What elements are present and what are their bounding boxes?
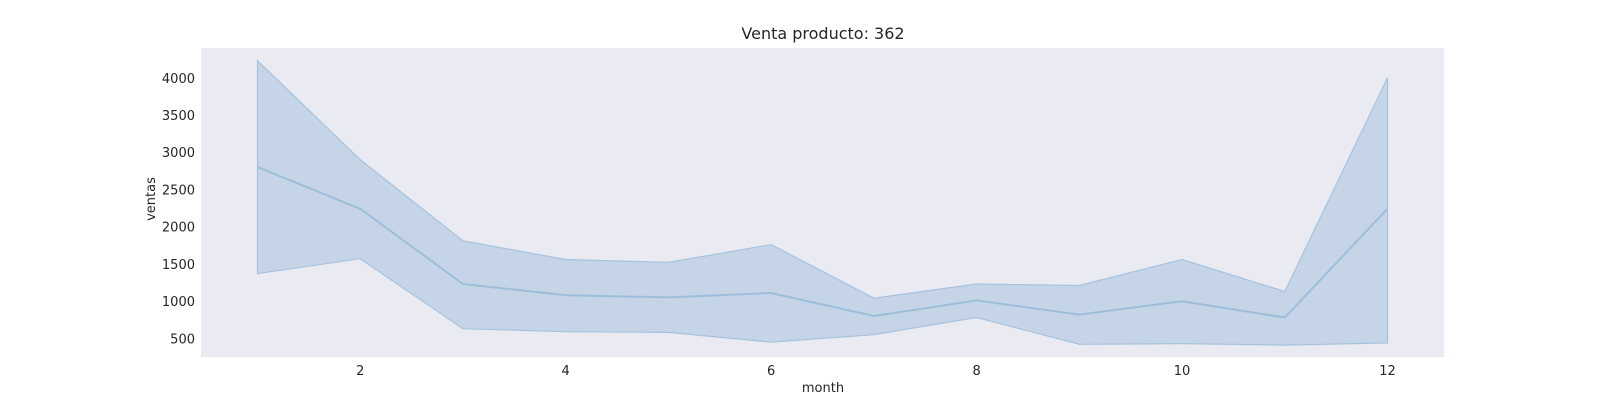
y-axis-ticks: 500 1000 1500 2000 2500 3000 3500 4000 — [162, 72, 195, 348]
y-tick-label: 2500 — [162, 183, 195, 198]
series-line — [257, 166, 1389, 319]
y-tick-label: 3000 — [162, 146, 195, 161]
x-tick-label: 8 — [972, 364, 980, 379]
x-axis-ticks: 2 4 6 8 10 12 — [356, 364, 1396, 379]
x-tick-label: 10 — [1174, 364, 1191, 379]
x-tick-label: 2 — [356, 364, 364, 379]
x-tick-label: 4 — [562, 364, 570, 379]
x-axis-label: month — [802, 381, 844, 396]
y-tick-label: 1500 — [162, 258, 195, 273]
y-tick-label: 500 — [170, 332, 195, 347]
y-tick-label: 3500 — [162, 109, 195, 124]
y-tick-label: 1000 — [162, 295, 195, 310]
y-tick-label: 2000 — [162, 221, 195, 236]
y-tick-label: 4000 — [162, 72, 195, 87]
x-tick-label: 6 — [767, 364, 775, 379]
chart-title: Venta producto: 362 — [741, 24, 904, 43]
confidence-band — [256, 59, 1389, 346]
y-axis-label: ventas — [144, 177, 159, 221]
x-tick-label: 12 — [1379, 364, 1396, 379]
